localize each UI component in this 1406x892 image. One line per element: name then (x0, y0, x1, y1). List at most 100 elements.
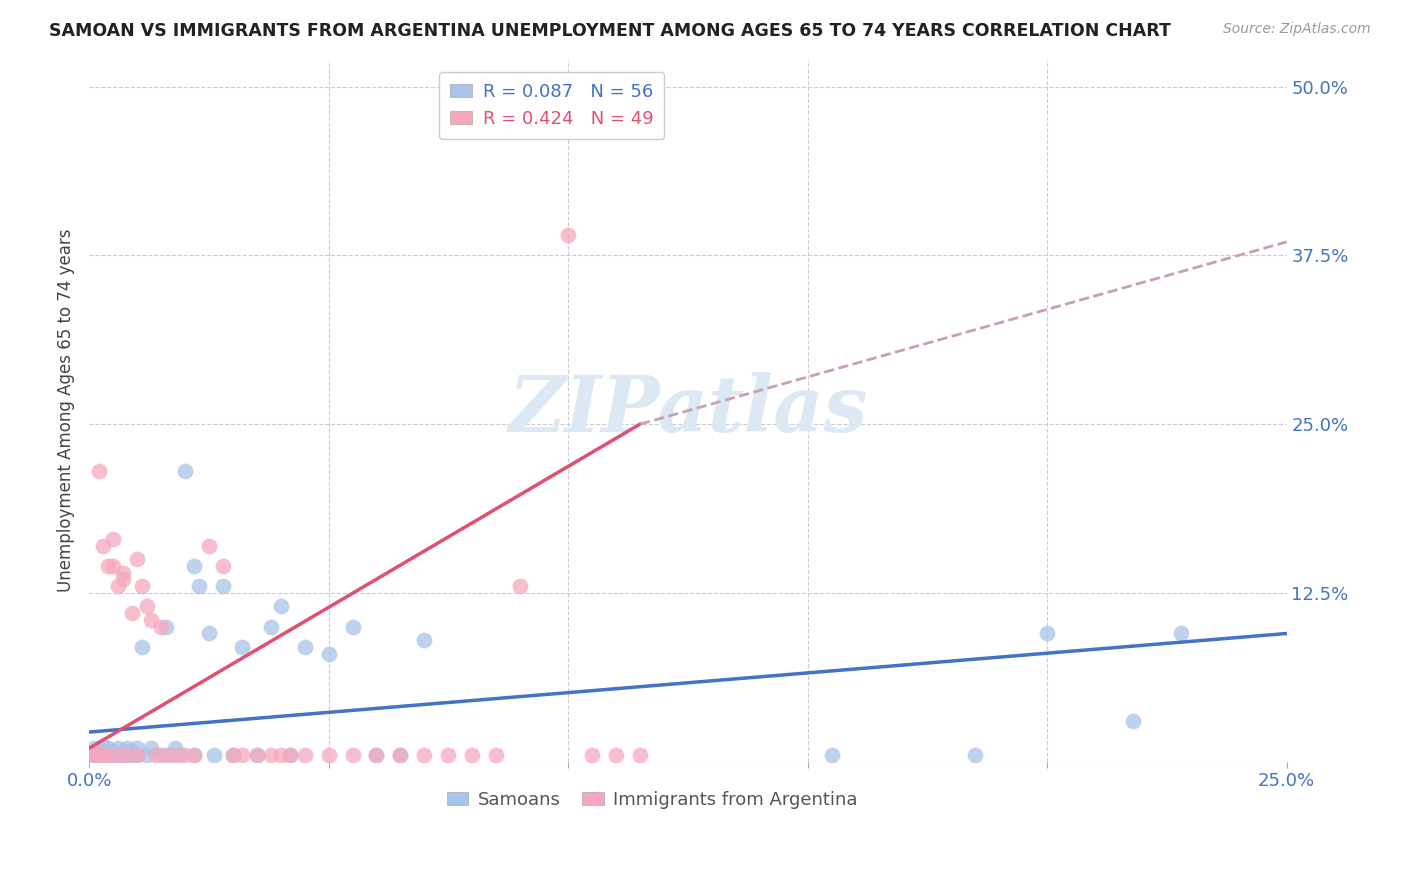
Point (159, 747, 181, 762)
Point (270, 747, 292, 762)
Point (366, 747, 388, 762)
Point (270, 599, 292, 614)
Point (87, 465, 110, 479)
Point (173, 747, 195, 762)
Point (101, 747, 124, 762)
Point (87, 747, 110, 762)
Point (1036, 626, 1059, 640)
Point (557, 228, 579, 243)
Y-axis label: Unemployment Among Ages 65 to 74 years: Unemployment Among Ages 65 to 74 years (58, 229, 75, 592)
Point (155, 620, 177, 634)
Point (149, 620, 172, 634)
Point (278, 747, 301, 762)
Legend: Samoans, Immigrants from Argentina: Samoans, Immigrants from Argentina (440, 783, 865, 816)
Point (145, 747, 167, 762)
Point (135, 599, 157, 614)
Point (83, 747, 105, 762)
Point (117, 747, 139, 762)
Point (246, 747, 269, 762)
Point (97, 747, 120, 762)
Point (342, 747, 364, 762)
Text: Source: ZipAtlas.com: Source: ZipAtlas.com (1223, 22, 1371, 37)
Point (93, 739, 115, 753)
Point (97, 744, 120, 758)
Point (111, 566, 134, 580)
Point (188, 579, 211, 593)
Point (581, 747, 603, 762)
Point (121, 606, 143, 620)
Point (111, 573, 134, 587)
Point (101, 532, 124, 546)
Point (121, 747, 143, 762)
Point (1122, 714, 1144, 729)
Point (485, 747, 508, 762)
Point (111, 744, 134, 758)
Point (93, 744, 115, 758)
Point (820, 747, 842, 762)
Point (107, 741, 129, 756)
Point (117, 747, 139, 762)
Point (413, 633, 436, 648)
Point (87, 747, 110, 762)
Point (149, 747, 172, 762)
Point (965, 747, 987, 762)
Point (165, 747, 187, 762)
Point (389, 747, 412, 762)
Point (246, 747, 269, 762)
Point (83, 744, 105, 758)
Point (198, 626, 221, 640)
Point (121, 744, 143, 758)
Point (260, 747, 283, 762)
Point (141, 741, 163, 756)
Point (111, 747, 134, 762)
Point (83, 741, 105, 756)
Point (125, 747, 148, 762)
Point (366, 747, 388, 762)
Point (131, 640, 153, 654)
Point (83, 747, 105, 762)
Point (135, 747, 157, 762)
Point (107, 579, 129, 593)
Point (131, 579, 153, 593)
Point (318, 747, 340, 762)
Point (222, 747, 245, 762)
Point (173, 465, 195, 479)
Point (169, 747, 191, 762)
Point (183, 747, 205, 762)
Point (117, 741, 139, 756)
Point (125, 552, 148, 566)
Point (342, 620, 364, 634)
Point (125, 747, 148, 762)
Point (389, 747, 412, 762)
Point (461, 747, 484, 762)
Point (318, 647, 340, 661)
Point (413, 747, 436, 762)
Point (231, 640, 253, 654)
Point (97, 747, 120, 762)
Point (87, 744, 110, 758)
Text: SAMOAN VS IMMIGRANTS FROM ARGENTINA UNEMPLOYMENT AMONG AGES 65 TO 74 YEARS CORRE: SAMOAN VS IMMIGRANTS FROM ARGENTINA UNEM… (49, 22, 1171, 40)
Point (83, 747, 105, 762)
Point (101, 747, 124, 762)
Point (437, 747, 460, 762)
Point (93, 747, 115, 762)
Point (141, 613, 163, 627)
Point (605, 747, 627, 762)
Point (294, 747, 316, 762)
Point (222, 747, 245, 762)
Point (509, 579, 531, 593)
Point (212, 579, 235, 593)
Point (278, 747, 301, 762)
Point (183, 747, 205, 762)
Point (628, 747, 651, 762)
Point (260, 620, 283, 634)
Point (165, 741, 187, 756)
Point (93, 539, 115, 553)
Point (107, 747, 129, 762)
Point (155, 747, 177, 762)
Point (97, 559, 120, 574)
Point (198, 539, 221, 553)
Point (202, 747, 225, 762)
Point (212, 559, 235, 574)
Point (294, 640, 316, 654)
